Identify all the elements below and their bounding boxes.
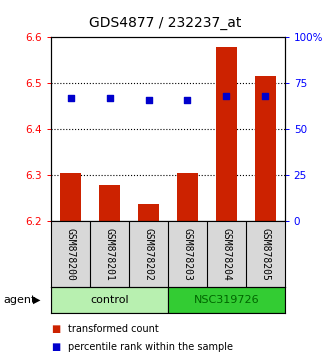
Point <box>185 97 190 103</box>
Bar <box>168 287 285 313</box>
Point <box>146 97 151 103</box>
Text: ■: ■ <box>51 342 61 352</box>
Point <box>68 95 73 101</box>
Text: GDS4877 / 232237_at: GDS4877 / 232237_at <box>89 16 242 30</box>
Text: GSM878201: GSM878201 <box>105 228 115 280</box>
Text: GSM878204: GSM878204 <box>221 228 231 280</box>
Text: NSC319726: NSC319726 <box>194 295 259 305</box>
Text: agent: agent <box>3 295 36 305</box>
Bar <box>60 173 81 221</box>
Text: ▶: ▶ <box>33 295 41 305</box>
Bar <box>215 47 237 221</box>
Text: control: control <box>90 295 129 305</box>
Bar <box>177 173 198 221</box>
Bar <box>138 204 159 221</box>
Text: GSM878202: GSM878202 <box>144 228 154 280</box>
Point <box>224 93 229 99</box>
Bar <box>99 185 120 221</box>
Text: percentile rank within the sample: percentile rank within the sample <box>68 342 233 352</box>
Text: ■: ■ <box>51 324 61 334</box>
Text: GSM878205: GSM878205 <box>260 228 270 280</box>
Bar <box>255 76 276 221</box>
Text: GSM878203: GSM878203 <box>182 228 192 280</box>
Point <box>262 93 268 99</box>
Text: GSM878200: GSM878200 <box>66 228 76 280</box>
Point <box>107 95 112 101</box>
Bar <box>51 287 168 313</box>
Text: transformed count: transformed count <box>68 324 159 334</box>
